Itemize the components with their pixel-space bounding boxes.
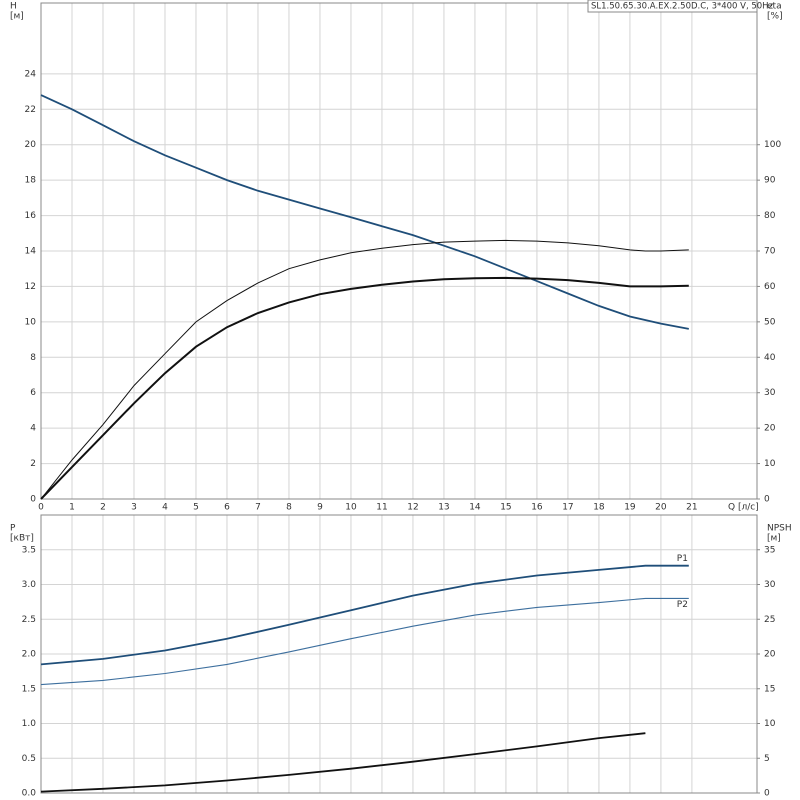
y2-tick-label: 0: [764, 495, 770, 505]
y-tick-label: 0.5: [22, 754, 36, 764]
x-tick-label: 16: [531, 503, 543, 513]
y2-tick-label: 30: [764, 388, 776, 398]
y-tick-label: 10: [25, 317, 37, 327]
y2-tick-label: 70: [764, 247, 776, 257]
y-axis-label: H: [10, 2, 17, 12]
x-tick-label: 7: [255, 503, 261, 513]
y-axis-unit: [м]: [10, 12, 24, 22]
y-tick-label: 2.0: [22, 650, 37, 660]
y-tick-label: 16: [25, 211, 37, 221]
y2-tick-label: 10: [764, 719, 776, 729]
x-tick-label: 13: [438, 503, 449, 513]
y2-tick-label: 0: [764, 789, 770, 799]
curve: [40, 276, 689, 500]
x-tick-label: 11: [376, 503, 387, 513]
y-tick-label: 4: [30, 424, 36, 434]
y-tick-label: 3.0: [22, 580, 37, 590]
y2-tick-label: 40: [764, 353, 776, 363]
y-axis-label: P: [10, 524, 16, 534]
x-tick-label: 15: [500, 503, 511, 513]
chart-title: SL1.50.65.30.A.EX.2.50D.C, 3*400 V, 50Hz: [591, 2, 774, 12]
x-tick-label: 9: [317, 503, 323, 513]
y-tick-label: 14: [25, 247, 37, 257]
y-tick-label: 0: [30, 495, 36, 505]
x-tick-label: 14: [469, 503, 481, 513]
series-label: P2: [677, 600, 688, 610]
y-tick-label: 2.5: [22, 615, 36, 625]
y2-tick-label: 15: [764, 684, 775, 694]
y-tick-label: 18: [25, 176, 37, 186]
y-tick-label: 20: [25, 140, 37, 150]
y2-tick-label: 35: [764, 545, 775, 555]
plot-frame: [40, 514, 758, 794]
y2-tick-label: 25: [764, 615, 775, 625]
y2-tick-label: 20: [764, 650, 776, 660]
y2-tick-label: 10: [764, 459, 776, 469]
y2-tick-label: 80: [764, 211, 776, 221]
y2-axis-label: NPSH: [767, 524, 792, 534]
y2-tick-label: 30: [764, 580, 776, 590]
curve: [40, 94, 689, 330]
x-tick-label: 6: [224, 503, 230, 513]
y2-axis-unit: [м]: [767, 534, 781, 544]
curve: [40, 732, 646, 793]
y-tick-label: 3.5: [22, 545, 36, 555]
x-tick-label: 1: [69, 503, 75, 513]
x-tick-label: 21: [686, 503, 697, 513]
y2-axis-unit: [%]: [767, 12, 783, 22]
y-tick-label: 1.0: [22, 719, 37, 729]
y2-tick-label: 20: [764, 424, 776, 434]
x-tick-label: 2: [100, 503, 106, 513]
x-tick-label: 0: [38, 503, 44, 513]
x-tick-label: 12: [407, 503, 418, 513]
plot-frame: [40, 2, 758, 500]
y-axis-unit: [кВт]: [10, 534, 34, 544]
y2-tick-label: 100: [764, 140, 781, 150]
curve: [40, 239, 689, 500]
x-tick-label: 3: [131, 503, 137, 513]
x-axis-label: Q [л/с]: [728, 503, 759, 513]
y-tick-label: 1.5: [22, 684, 36, 694]
series-label: P1: [677, 554, 688, 564]
curve: [40, 597, 689, 686]
y2-axis-label: eta: [767, 2, 782, 12]
x-tick-label: 4: [162, 503, 168, 513]
y-tick-label: 8: [30, 353, 36, 363]
y-tick-label: 22: [25, 105, 36, 115]
y-tick-label: 24: [25, 69, 37, 79]
x-tick-label: 18: [593, 503, 605, 513]
x-tick-label: 19: [624, 503, 636, 513]
x-tick-label: 17: [562, 503, 573, 513]
y2-tick-label: 5: [764, 754, 770, 764]
x-tick-label: 5: [193, 503, 199, 513]
y-tick-label: 6: [30, 388, 36, 398]
x-tick-label: 10: [345, 503, 357, 513]
y-tick-label: 2: [30, 459, 36, 469]
x-tick-label: 20: [655, 503, 667, 513]
title-box: [587, 0, 758, 13]
y2-tick-label: 90: [764, 176, 776, 186]
y2-tick-label: 50: [764, 317, 776, 327]
curve: [40, 564, 689, 666]
y2-tick-label: 60: [764, 282, 776, 292]
y-tick-label: 12: [25, 282, 36, 292]
x-tick-label: 8: [286, 503, 292, 513]
y-tick-label: 0.0: [22, 789, 37, 799]
